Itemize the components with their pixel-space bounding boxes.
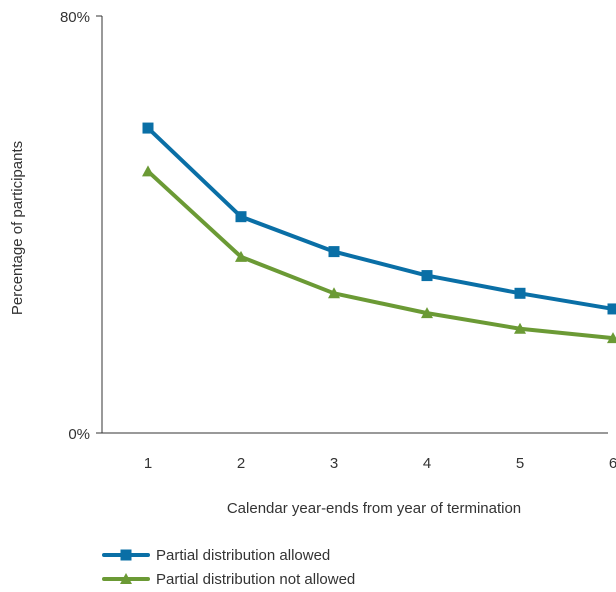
y-axis-title: Percentage of participants [9,141,26,315]
series-line [146,169,615,341]
series-1 [142,122,616,315]
legend-item: Partial distribution not allowed [102,571,355,588]
x-tick-labels: 1 2 3 4 5 6 [144,455,616,472]
legend: Partial distribution allowed Partial dist… [102,547,355,588]
legend-label: Partial distribution allowed [156,547,330,564]
series-2 [142,165,616,344]
legend-swatch-marker [120,549,132,561]
data-point-marker [421,307,433,319]
x-tick-label: 2 [237,455,245,472]
legend-label: Partial distribution not allowed [156,571,355,588]
data-point-marker [328,246,340,258]
x-tick-label: 5 [516,455,524,472]
y-tick-label-min: 0% [68,426,90,443]
data-point-marker [328,287,340,299]
data-point-marker [421,270,433,282]
x-tick-label: 3 [330,455,338,472]
data-point-marker [142,122,154,134]
x-tick-label: 6 [609,455,616,472]
data-point-marker [142,165,154,177]
legend-item: Partial distribution allowed [102,547,330,564]
y-tick-label-max: 80% [60,9,90,26]
x-tick-label: 1 [144,455,152,472]
data-point-marker [607,303,616,315]
data-point-marker [514,322,526,334]
legend-swatch-marker [120,573,132,584]
data-point-marker [235,211,247,223]
x-axis-title: Calendar year-ends from year of terminat… [227,500,521,517]
data-point-marker [607,332,616,344]
data-point-marker [235,250,247,262]
series-line [146,126,615,311]
data-point-marker [514,287,526,299]
axes: 80% 0% 1 2 3 4 5 6 Calendar year-ends from ye… [9,9,616,517]
x-tick-label: 4 [423,455,431,472]
series-layer [142,122,616,344]
